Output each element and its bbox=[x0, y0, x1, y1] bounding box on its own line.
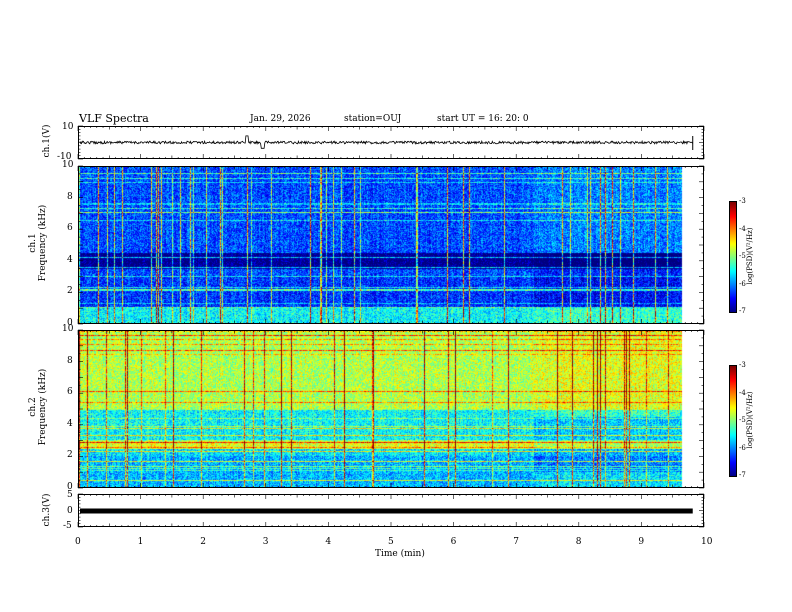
ch3-wave-ylabel: ch.3(V) bbox=[42, 493, 52, 527]
ch1-colorbar-tick--5: -5 bbox=[739, 252, 746, 260]
x-tick-label-10: 10 bbox=[701, 537, 713, 547]
ch1-colorbar-tick--7: -7 bbox=[739, 307, 746, 315]
ch2-colorbar bbox=[729, 365, 737, 477]
ch2-spec-y-tick-2: 2 bbox=[67, 450, 73, 461]
ch2-colorbar-tick--5: -5 bbox=[739, 416, 746, 424]
ch2-colorbar-tick--3: -3 bbox=[739, 361, 746, 369]
ch3-wave-tick-bottom: -5 bbox=[63, 521, 72, 531]
start-time-label: start UT = 16: 20: 0 bbox=[437, 114, 529, 124]
ch1-wave-tick-top: 10 bbox=[62, 122, 74, 132]
x-tick-label-3: 3 bbox=[262, 537, 269, 547]
ch1-spec-y-tick-8: 8 bbox=[67, 191, 73, 202]
ch2-spec-y-tick-0: 0 bbox=[67, 482, 73, 492]
ch2-colorbar-tick--4: -4 bbox=[739, 388, 746, 397]
ch3-wave-tick-mid: 0 bbox=[67, 506, 73, 516]
date-label: Jan. 29, 2026 bbox=[250, 114, 311, 124]
x-tick-label-8: 8 bbox=[575, 537, 582, 547]
x-tick-label-7: 7 bbox=[513, 537, 519, 547]
x-tick-label-5: 5 bbox=[388, 537, 394, 547]
ch1-spec-y-tick-4: 4 bbox=[67, 254, 73, 265]
ch1-wave-tick-bottom: -10 bbox=[57, 152, 72, 162]
ch1-colorbar-tick--3: -3 bbox=[739, 197, 746, 205]
chart-title: VLF Spectra bbox=[79, 112, 149, 125]
ch2-spec-y-tick-6: 6 bbox=[67, 387, 73, 398]
ch2-spec-y-tick-8: 8 bbox=[67, 355, 73, 366]
ch2-spectrogram-image bbox=[79, 331, 693, 487]
ch1-spec-ylabel-2: Frequency (kHz) bbox=[38, 204, 48, 282]
ch1-colorbar-tick--6: -6 bbox=[739, 279, 746, 288]
station-label: station=OUJ bbox=[344, 114, 402, 124]
ch2-colorbar-tick--7: -7 bbox=[739, 471, 746, 479]
x-tick-label-9: 9 bbox=[638, 537, 645, 547]
ch1-colorbar-label: log(PSD)(V²/Hz) bbox=[746, 227, 754, 285]
ch2-spectrogram-panel bbox=[78, 330, 704, 488]
ch1-spec-y-tick-10: 10 bbox=[62, 160, 74, 170]
ch1-spec-ylabel-1: ch.1 bbox=[28, 233, 38, 253]
ch2-colorbar-label: log(PSD)(V²/Hz) bbox=[746, 391, 754, 449]
ch1-colorbar bbox=[729, 201, 737, 313]
x-tick-label-2: 2 bbox=[200, 537, 206, 547]
x-axis-label: Time (min) bbox=[375, 549, 425, 559]
ch1-waveform-line bbox=[79, 135, 693, 149]
ch1-spectrogram-image bbox=[79, 167, 693, 323]
ch2-spec-y-tick-10: 10 bbox=[62, 324, 74, 334]
ch2-colorbar-tick--6: -6 bbox=[739, 443, 746, 452]
x-tick-label-1: 1 bbox=[137, 537, 144, 547]
ch2-spec-ylabel-1: ch.2 bbox=[28, 397, 38, 417]
ch3-waveform-line bbox=[80, 508, 693, 514]
x-tick-label-0: 0 bbox=[75, 537, 81, 547]
ch1-colorbar-tick--4: -4 bbox=[739, 224, 746, 233]
x-tick-label-6: 6 bbox=[450, 537, 457, 547]
ch1-wave-ylabel: ch.1(V) bbox=[42, 124, 52, 158]
ch2-spec-ylabel-2: Frequency (kHz) bbox=[38, 368, 48, 446]
ch3-wave-tick-top: 5 bbox=[67, 490, 73, 500]
ch2-spec-y-tick-4: 4 bbox=[67, 418, 73, 429]
ch1-spec-y-tick-2: 2 bbox=[67, 286, 73, 297]
ch1-spec-y-tick-6: 6 bbox=[67, 223, 73, 234]
x-tick-label-4: 4 bbox=[325, 537, 332, 547]
ch1-spec-y-tick-0: 0 bbox=[67, 318, 73, 328]
